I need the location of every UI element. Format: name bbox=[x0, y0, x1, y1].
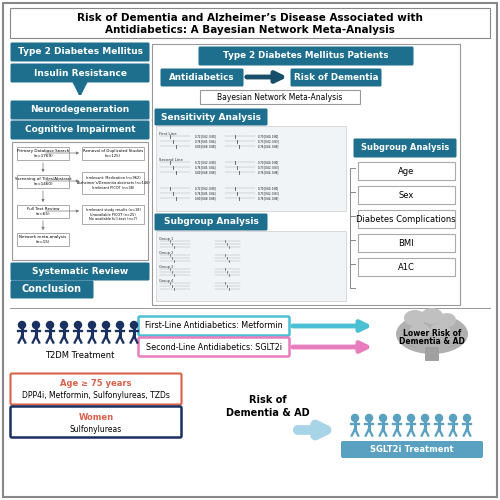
Text: 0.80 [0.68, 0.88]: 0.80 [0.68, 0.88] bbox=[195, 144, 216, 148]
Text: Sulfonylureas: Sulfonylureas bbox=[70, 424, 122, 434]
FancyBboxPatch shape bbox=[82, 147, 144, 160]
Text: Cognitive Impairment: Cognitive Impairment bbox=[24, 126, 136, 134]
FancyBboxPatch shape bbox=[17, 205, 69, 218]
Text: Antidiabetics: Antidiabetics bbox=[169, 73, 235, 82]
Text: BMI: BMI bbox=[398, 238, 414, 248]
FancyBboxPatch shape bbox=[358, 258, 455, 276]
Circle shape bbox=[60, 322, 68, 328]
Text: Group 4: Group 4 bbox=[159, 279, 174, 283]
Text: Group 1: Group 1 bbox=[159, 237, 174, 241]
FancyBboxPatch shape bbox=[17, 175, 69, 188]
Circle shape bbox=[436, 414, 442, 422]
Circle shape bbox=[74, 322, 82, 328]
Circle shape bbox=[422, 414, 428, 422]
Text: T2DM Treatment: T2DM Treatment bbox=[46, 350, 114, 360]
Text: Risk of Dementia: Risk of Dementia bbox=[294, 73, 378, 82]
Text: Irrelevant study results (n=18)
Unavailable PICOT (n=25)
No available full-text : Irrelevant study results (n=18) Unavaila… bbox=[86, 208, 140, 221]
FancyBboxPatch shape bbox=[358, 210, 455, 228]
FancyBboxPatch shape bbox=[198, 46, 414, 66]
Text: 0.73 [0.62, 0.83]: 0.73 [0.62, 0.83] bbox=[258, 139, 278, 143]
Text: First Line: First Line bbox=[159, 132, 176, 136]
FancyBboxPatch shape bbox=[17, 233, 69, 246]
Circle shape bbox=[408, 414, 414, 422]
Text: 0.70 [0.60, 0.80]: 0.70 [0.60, 0.80] bbox=[258, 186, 278, 190]
FancyBboxPatch shape bbox=[10, 42, 149, 62]
Text: Type 2 Diabetes Mellitus Patients: Type 2 Diabetes Mellitus Patients bbox=[223, 52, 389, 60]
FancyBboxPatch shape bbox=[152, 44, 460, 305]
Text: Screening of Titles/Abstract
(n=1460): Screening of Titles/Abstract (n=1460) bbox=[14, 177, 72, 186]
Text: Systematic Review: Systematic Review bbox=[32, 267, 128, 276]
FancyBboxPatch shape bbox=[10, 8, 490, 38]
Text: Lower Risk of: Lower Risk of bbox=[403, 328, 461, 338]
FancyBboxPatch shape bbox=[3, 3, 497, 497]
Text: 0.70 [0.60, 0.80]: 0.70 [0.60, 0.80] bbox=[258, 134, 278, 138]
Text: Group 3: Group 3 bbox=[159, 265, 174, 269]
Text: Irrelevant: Medication (n=962)
Alzheimer's/Dementia abstracts (n=146)
Irrelevant: Irrelevant: Medication (n=962) Alzheimer… bbox=[76, 176, 150, 190]
Circle shape bbox=[116, 322, 123, 328]
FancyBboxPatch shape bbox=[138, 316, 290, 336]
Text: Type 2 Diabetes Mellitus: Type 2 Diabetes Mellitus bbox=[18, 48, 142, 56]
FancyBboxPatch shape bbox=[154, 108, 268, 126]
FancyBboxPatch shape bbox=[154, 214, 268, 230]
Text: First-Line Antidiabetics: Metformin: First-Line Antidiabetics: Metformin bbox=[145, 322, 283, 330]
Ellipse shape bbox=[421, 308, 443, 324]
FancyBboxPatch shape bbox=[358, 186, 455, 204]
FancyBboxPatch shape bbox=[358, 162, 455, 180]
Text: Diabetes Complications: Diabetes Complications bbox=[356, 214, 456, 224]
FancyBboxPatch shape bbox=[156, 126, 346, 211]
Ellipse shape bbox=[410, 323, 430, 337]
Text: Dementia & AD: Dementia & AD bbox=[399, 338, 465, 346]
Circle shape bbox=[352, 414, 358, 422]
FancyBboxPatch shape bbox=[290, 68, 382, 86]
Text: Subgroup Analysis: Subgroup Analysis bbox=[361, 144, 449, 152]
Text: Sex: Sex bbox=[398, 190, 413, 200]
Ellipse shape bbox=[430, 323, 450, 337]
Ellipse shape bbox=[438, 313, 456, 327]
Text: 0.76 [0.64, 0.86]: 0.76 [0.64, 0.86] bbox=[258, 170, 278, 174]
FancyBboxPatch shape bbox=[10, 374, 181, 404]
Circle shape bbox=[394, 414, 400, 422]
FancyBboxPatch shape bbox=[10, 280, 94, 298]
Ellipse shape bbox=[396, 314, 468, 354]
Text: Neurodegeneration: Neurodegeneration bbox=[30, 106, 130, 114]
FancyBboxPatch shape bbox=[17, 147, 69, 160]
Text: 0.72 [0.62, 0.80]: 0.72 [0.62, 0.80] bbox=[195, 160, 216, 164]
Text: Conclusion: Conclusion bbox=[22, 284, 82, 294]
Text: Risk of Dementia and Alzheimer’s Disease Associated with: Risk of Dementia and Alzheimer’s Disease… bbox=[77, 13, 423, 23]
Text: 0.76 [0.65, 0.84]: 0.76 [0.65, 0.84] bbox=[195, 191, 216, 195]
Text: Dementia & AD: Dementia & AD bbox=[226, 408, 310, 418]
Text: Age ≥ 75 years: Age ≥ 75 years bbox=[60, 380, 132, 388]
Text: Second Line: Second Line bbox=[159, 158, 183, 162]
Circle shape bbox=[366, 414, 372, 422]
FancyBboxPatch shape bbox=[10, 64, 149, 82]
FancyBboxPatch shape bbox=[354, 138, 457, 158]
Circle shape bbox=[46, 322, 54, 328]
Text: Antidiabetics: A Bayesian Network Meta-Analysis: Antidiabetics: A Bayesian Network Meta-A… bbox=[105, 25, 395, 35]
Text: SGLT2i Treatment: SGLT2i Treatment bbox=[370, 444, 454, 454]
Text: Bayesian Network Meta-Analysis: Bayesian Network Meta-Analysis bbox=[218, 92, 342, 102]
Ellipse shape bbox=[404, 310, 426, 326]
Text: 0.72 [0.62, 0.80]: 0.72 [0.62, 0.80] bbox=[195, 186, 216, 190]
Text: Sensitivity Analysis: Sensitivity Analysis bbox=[161, 112, 261, 122]
Text: A1C: A1C bbox=[398, 262, 414, 272]
FancyBboxPatch shape bbox=[341, 441, 483, 458]
FancyBboxPatch shape bbox=[358, 234, 455, 252]
FancyBboxPatch shape bbox=[10, 262, 149, 280]
Circle shape bbox=[464, 414, 470, 422]
FancyBboxPatch shape bbox=[425, 347, 439, 361]
Text: 0.80 [0.68, 0.88]: 0.80 [0.68, 0.88] bbox=[195, 170, 216, 174]
FancyBboxPatch shape bbox=[160, 68, 244, 86]
Text: 0.76 [0.64, 0.86]: 0.76 [0.64, 0.86] bbox=[258, 144, 278, 148]
Text: 0.73 [0.62, 0.83]: 0.73 [0.62, 0.83] bbox=[258, 191, 278, 195]
FancyBboxPatch shape bbox=[10, 120, 149, 140]
Text: 0.80 [0.68, 0.88]: 0.80 [0.68, 0.88] bbox=[195, 196, 216, 200]
Text: 0.70 [0.60, 0.80]: 0.70 [0.60, 0.80] bbox=[258, 160, 278, 164]
Text: 0.76 [0.64, 0.86]: 0.76 [0.64, 0.86] bbox=[258, 196, 278, 200]
Text: 0.72 [0.62, 0.80]: 0.72 [0.62, 0.80] bbox=[195, 134, 216, 138]
Text: Removal of Duplicated Studies
(n=125): Removal of Duplicated Studies (n=125) bbox=[83, 149, 143, 158]
FancyBboxPatch shape bbox=[82, 172, 144, 194]
Circle shape bbox=[32, 322, 40, 328]
Text: Age: Age bbox=[398, 166, 414, 175]
Text: Full Text Review
(n=65): Full Text Review (n=65) bbox=[27, 207, 60, 216]
FancyBboxPatch shape bbox=[10, 100, 149, 119]
